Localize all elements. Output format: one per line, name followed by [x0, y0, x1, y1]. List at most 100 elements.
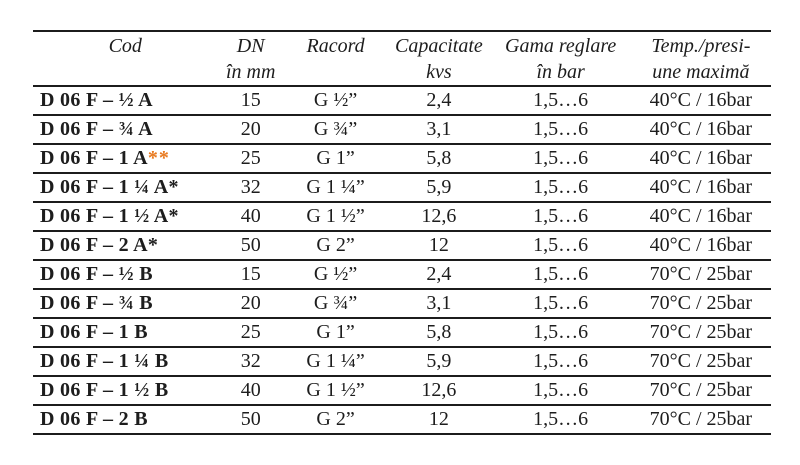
- cell-racord: G 1 ¼”: [283, 173, 388, 203]
- cell-temp: 70°C / 25bar: [630, 260, 771, 290]
- cell-temp: 40°C / 16bar: [630, 231, 771, 261]
- cell-gama: 1,5…6: [490, 173, 631, 203]
- product-code: D 06 F – ¾ B: [40, 292, 153, 314]
- cell-temp: 40°C / 16bar: [630, 202, 771, 232]
- cell-temp: 40°C / 16bar: [630, 173, 771, 203]
- cell-dn: 32: [217, 173, 284, 203]
- table-row: D 06 F – ¾ A 20 G ¾” 3,1 1,5…6 40°C / 16bar: [33, 115, 771, 145]
- cell-cod: D 06 F – 1 ½ A*: [33, 202, 218, 232]
- cell-dn: 40: [217, 202, 284, 232]
- cell-gama: 1,5…6: [490, 289, 631, 319]
- cell-dn: 50: [217, 231, 284, 261]
- cell-cod: D 06 F – 1 ½ B: [33, 376, 218, 406]
- product-code: D 06 F – ½ A: [40, 89, 153, 111]
- cell-gama: 1,5…6: [490, 405, 631, 435]
- cell-gama: 1,5…6: [490, 202, 631, 232]
- cell-cod: D 06 F – 1 ¼ B: [33, 347, 218, 377]
- cell-capacitate: 3,1: [387, 289, 491, 319]
- cell-capacitate: 12: [387, 231, 491, 261]
- cell-dn: 25: [217, 144, 284, 174]
- product-code: D 06 F – 1 A: [40, 147, 148, 169]
- table-row: D 06 F – 1 ¼ A* 32 G 1 ¼” 5,9 1,5…6 40°C / 16…: [33, 173, 771, 203]
- cell-capacitate: 2,4: [387, 86, 491, 116]
- product-code: D 06 F – 1 ¼ A*: [40, 176, 179, 198]
- column-header-line1: Cod: [108, 35, 142, 57]
- cell-gama: 1,5…6: [490, 376, 631, 406]
- cell-cod: D 06 F – 1 A**: [33, 144, 218, 174]
- cell-capacitate: 5,8: [387, 318, 491, 348]
- table-row: D 06 F – ½ B 15 G ½” 2,4 1,5…6 70°C / 25bar: [33, 260, 771, 290]
- cell-capacitate: 12: [387, 405, 491, 435]
- cell-racord: G 1 ½”: [283, 376, 388, 406]
- column-header-capacitate: Capacitate kvs: [387, 31, 491, 87]
- table-row: D 06 F – ¾ B 20 G ¾” 3,1 1,5…6 70°C / 25bar: [33, 289, 771, 319]
- cell-dn: 40: [217, 376, 284, 406]
- cell-capacitate: 5,8: [387, 144, 491, 174]
- cell-dn: 32: [217, 347, 284, 377]
- cell-gama: 1,5…6: [490, 260, 631, 290]
- cell-temp: 70°C / 25bar: [630, 318, 771, 348]
- column-header-gama: Gama reglare în bar: [490, 31, 631, 87]
- column-header-line2: une maximă: [652, 61, 750, 83]
- table-row: D 06 F – 1 A** 25 G 1” 5,8 1,5…6 40°C / 16bar: [33, 144, 771, 174]
- table-row: D 06 F – 1 ½ A* 40 G 1 ½” 12,6 1,5…6 40°C / 1…: [33, 202, 771, 232]
- table-row: D 06 F – 2 A* 50 G 2” 12 1,5…6 40°C / 16bar: [33, 231, 771, 261]
- column-header-dn: DN în mm: [217, 31, 284, 87]
- column-header-line1: Temp./presi-: [651, 35, 751, 57]
- cell-cod: D 06 F – ¾ A: [33, 115, 218, 145]
- column-header-line1: DN: [236, 35, 265, 57]
- cell-cod: D 06 F – 1 B: [33, 318, 218, 348]
- column-header-temp: Temp./presi-une maximă: [630, 31, 771, 87]
- cell-dn: 20: [217, 115, 284, 145]
- product-code: D 06 F – 2 A*: [40, 234, 159, 256]
- cell-racord: G ½”: [283, 260, 388, 290]
- cell-racord: G ½”: [283, 86, 388, 116]
- cell-cod: D 06 F – 1 ¼ A*: [33, 173, 218, 203]
- cell-capacitate: 3,1: [387, 115, 491, 145]
- cell-racord: G 2”: [283, 405, 388, 435]
- table-row: D 06 F – 2 B 50 G 2” 12 1,5…6 70°C / 25bar: [33, 405, 771, 435]
- table-header-row: Cod DN în mm Racord Capacitate kvs Gama reglar…: [33, 31, 771, 87]
- product-code: D 06 F – ¾ A: [40, 118, 153, 140]
- cell-cod: D 06 F – ½ A: [33, 86, 218, 116]
- cell-capacitate: 5,9: [387, 347, 491, 377]
- cell-cod: D 06 F – ¾ B: [33, 289, 218, 319]
- table-row: D 06 F – 1 B 25 G 1” 5,8 1,5…6 70°C / 25bar: [33, 318, 771, 348]
- cell-capacitate: 12,6: [387, 202, 491, 232]
- cell-temp: 40°C / 16bar: [630, 86, 771, 116]
- code-asterisk-marker: **: [147, 147, 170, 169]
- cell-gama: 1,5…6: [490, 86, 631, 116]
- valve-spec-table: Cod DN în mm Racord Capacitate kvs Gama reglar…: [33, 30, 771, 435]
- column-header-racord: Racord: [283, 31, 388, 87]
- cell-gama: 1,5…6: [490, 231, 631, 261]
- cell-temp: 70°C / 25bar: [630, 405, 771, 435]
- cell-racord: G ¾”: [283, 115, 388, 145]
- cell-dn: 50: [217, 405, 284, 435]
- cell-racord: G 1”: [283, 144, 388, 174]
- cell-gama: 1,5…6: [490, 144, 631, 174]
- column-header-line1: Capacitate: [394, 35, 483, 57]
- cell-capacitate: 5,9: [387, 173, 491, 203]
- cell-racord: G 1 ½”: [283, 202, 388, 232]
- column-header-cod: Cod: [33, 31, 218, 87]
- cell-gama: 1,5…6: [490, 115, 631, 145]
- product-code: D 06 F – 1 B: [40, 321, 148, 343]
- cell-gama: 1,5…6: [490, 318, 631, 348]
- cell-temp: 70°C / 25bar: [630, 376, 771, 406]
- cell-gama: 1,5…6: [490, 347, 631, 377]
- cell-temp: 70°C / 25bar: [630, 347, 771, 377]
- table-row: D 06 F – 1 ½ B 40 G 1 ½” 12,6 1,5…6 70°C / 25…: [33, 376, 771, 406]
- cell-temp: 40°C / 16bar: [630, 115, 771, 145]
- cell-racord: G ¾”: [283, 289, 388, 319]
- column-header-line2: în bar: [536, 61, 585, 83]
- cell-temp: 70°C / 25bar: [630, 289, 771, 319]
- table-row: D 06 F – 1 ¼ B 32 G 1 ¼” 5,9 1,5…6 70°C / 25b…: [33, 347, 771, 377]
- product-code: D 06 F – 2 B: [40, 408, 148, 430]
- product-code: D 06 F – 1 ½ B: [40, 379, 169, 401]
- cell-dn: 15: [217, 86, 284, 116]
- column-header-line1: Gama reglare: [505, 35, 617, 57]
- cell-dn: 25: [217, 318, 284, 348]
- cell-capacitate: 12,6: [387, 376, 491, 406]
- cell-cod: D 06 F – 2 A*: [33, 231, 218, 261]
